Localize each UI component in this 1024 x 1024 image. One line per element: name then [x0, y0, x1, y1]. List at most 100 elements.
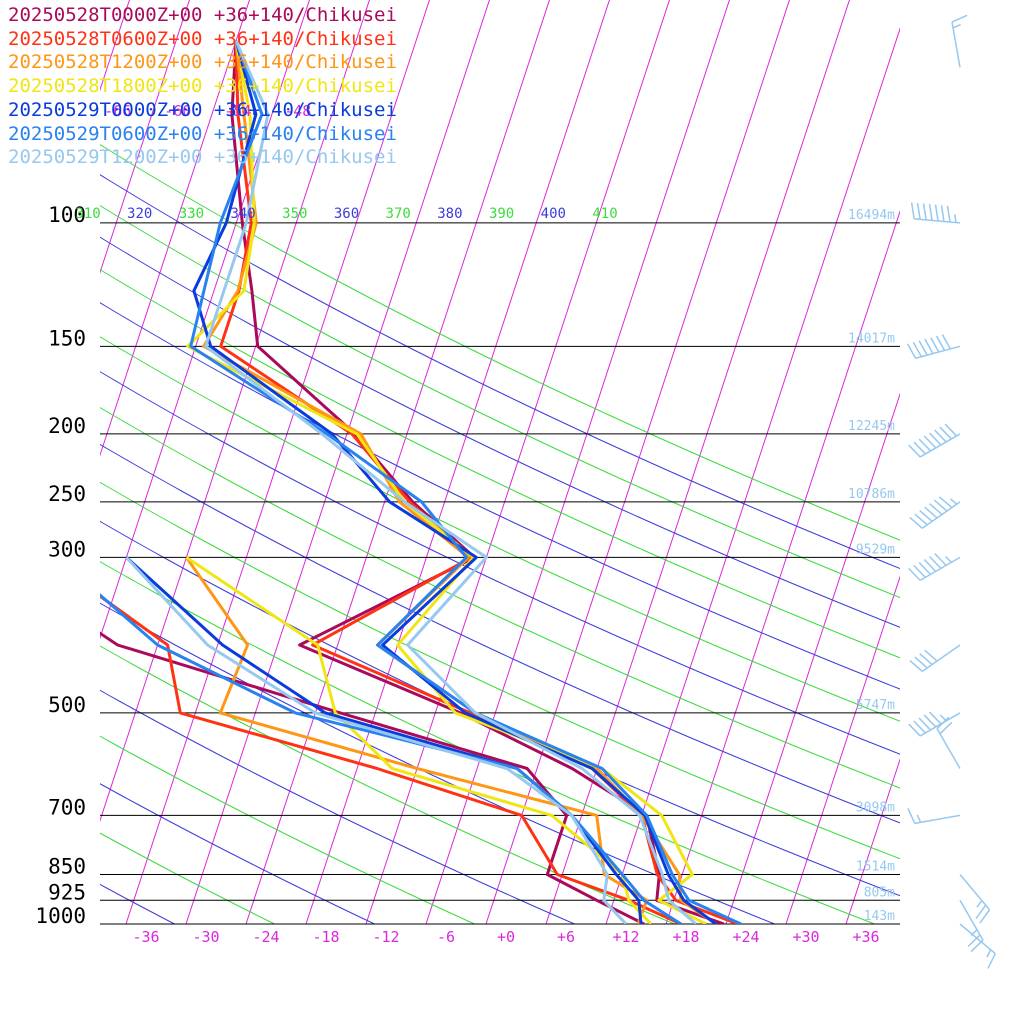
- wind-barb-feather: [908, 568, 921, 581]
- height-label: 805m: [864, 885, 895, 900]
- temperature-tick-label: -30: [192, 928, 219, 946]
- temperature-tick-label: +6: [557, 928, 575, 946]
- height-label: 16494m: [848, 208, 895, 223]
- moist-adiabat-line: [100, 407, 900, 789]
- isobars: [100, 222, 900, 925]
- theta-label: 360: [334, 206, 359, 222]
- wind-barb: [959, 923, 996, 969]
- temperature-tick-label: +18: [672, 928, 699, 946]
- theta-label: 410: [592, 206, 617, 222]
- wind-barb: [951, 14, 968, 68]
- wind-barb-feather: [924, 649, 938, 662]
- wind-barb-feather: [907, 808, 916, 824]
- wind-barb-feather: [913, 720, 926, 734]
- wind-barb-shaft: [959, 899, 984, 941]
- pressure-tick-label: 925: [48, 880, 86, 904]
- theta-label: 320: [127, 206, 152, 222]
- moist-adiabat-line: [100, 143, 900, 541]
- sounding-series: [100, 40, 742, 924]
- wind-barb-shaft: [959, 874, 991, 911]
- wind-barb-half-feather: [976, 900, 983, 908]
- wind-barb-feather: [951, 14, 968, 23]
- wind-barb-half-feather: [916, 814, 922, 823]
- wind-barb-feather: [987, 953, 996, 969]
- wind-barb-feather: [919, 653, 933, 666]
- isotherm-line: [966, 0, 1024, 924]
- wind-barb-feather: [909, 516, 923, 529]
- dry-adiabat-line: [100, 443, 900, 824]
- isotherm-line: [305, 0, 610, 924]
- wind-barb-feather: [923, 435, 937, 449]
- wind-barb-half-feather: [986, 949, 992, 958]
- pressure-tick-label: 1000: [35, 904, 86, 928]
- wind-barb-feather: [930, 337, 940, 353]
- temperature-line-top: [234, 40, 270, 224]
- upper-temperature-tick-label: -48: [284, 102, 311, 120]
- temperature-tick-label: -36: [132, 928, 159, 946]
- wind-barb: [959, 899, 984, 953]
- moist-adiabat-line: [100, 205, 900, 599]
- wind-barb-shaft: [919, 433, 961, 458]
- wind-barb-feather: [914, 513, 928, 526]
- isotherm-line: [125, 0, 430, 924]
- temperature-line: [240, 222, 725, 924]
- wind-barb-feather: [934, 204, 939, 222]
- legend-entry: 20250529T1200Z+00 +36+140/Chikusei: [8, 146, 397, 169]
- temperature-tick-label: +36: [852, 928, 879, 946]
- temperature-tick-label: -12: [372, 928, 399, 946]
- height-label: 10786m: [848, 487, 895, 502]
- wind-barb-shaft: [915, 345, 961, 359]
- height-label: 3098m: [856, 800, 895, 815]
- wind-barb: [908, 423, 961, 458]
- moist-adiabat-line: [100, 735, 475, 924]
- wind-barb-feather: [938, 496, 953, 509]
- wind-barb-feather: [913, 441, 926, 455]
- wind-barb-feather: [933, 499, 948, 512]
- isotherm-line: [100, 0, 310, 640]
- wind-barb-feather: [916, 202, 921, 220]
- legend-entry: 20250528T0000Z+00 +36+140/Chikusei: [8, 4, 397, 26]
- wind-barb-feather: [918, 438, 932, 452]
- wind-barb-half-feather: [945, 555, 952, 563]
- wind-barb-feather: [923, 559, 937, 572]
- dry-adiabat-line: [100, 371, 900, 755]
- theta-label: 370: [386, 206, 411, 222]
- wind-barb-half-feather: [953, 214, 957, 223]
- temperature-line-top: [218, 40, 264, 224]
- wind-barb-feather: [909, 659, 923, 672]
- wind-barb-feather: [967, 934, 981, 947]
- height-label: 5747m: [856, 698, 895, 713]
- legend-entry: 20250528T1200Z+00 +36+140/Chikusei: [8, 51, 397, 74]
- wind-barb-feather: [918, 340, 928, 356]
- temperature-line: [186, 222, 707, 924]
- wind-barb-feather: [908, 444, 921, 458]
- wind-barb-shaft: [951, 21, 961, 68]
- wind-barb-feather: [906, 343, 917, 359]
- wind-barb-feather: [928, 556, 942, 569]
- wind-barbs: [906, 14, 996, 969]
- wind-barb-feather: [912, 341, 923, 358]
- theta-label: 400: [541, 206, 566, 222]
- isotherm-line: [545, 0, 850, 924]
- temperature-line-top: [224, 40, 258, 224]
- dewpoint-line: [100, 593, 682, 924]
- isotherm-line: [665, 209, 900, 924]
- upper-temperature-tick-label: -60: [164, 102, 191, 120]
- height-label: 1514m: [856, 860, 895, 875]
- isotherm-line: [425, 0, 730, 924]
- wind-barb-feather: [913, 565, 926, 578]
- height-label: 12245m: [848, 419, 895, 434]
- wind-barb-feather: [939, 721, 953, 735]
- wind-barb-shaft: [914, 814, 961, 825]
- pressure-tick-label: 150: [48, 326, 86, 350]
- legend: 20250528T0000Z+00 +36+140/Chikusei 20250…: [8, 4, 397, 170]
- wind-barb-shaft: [919, 712, 961, 737]
- wind-barb-feather: [922, 203, 927, 221]
- moist-adiabat-line: [100, 645, 675, 924]
- temperature-line: [204, 222, 697, 924]
- wind-barb-feather: [934, 553, 947, 566]
- wind-barb: [908, 711, 961, 737]
- dewpoint-line: [185, 556, 653, 924]
